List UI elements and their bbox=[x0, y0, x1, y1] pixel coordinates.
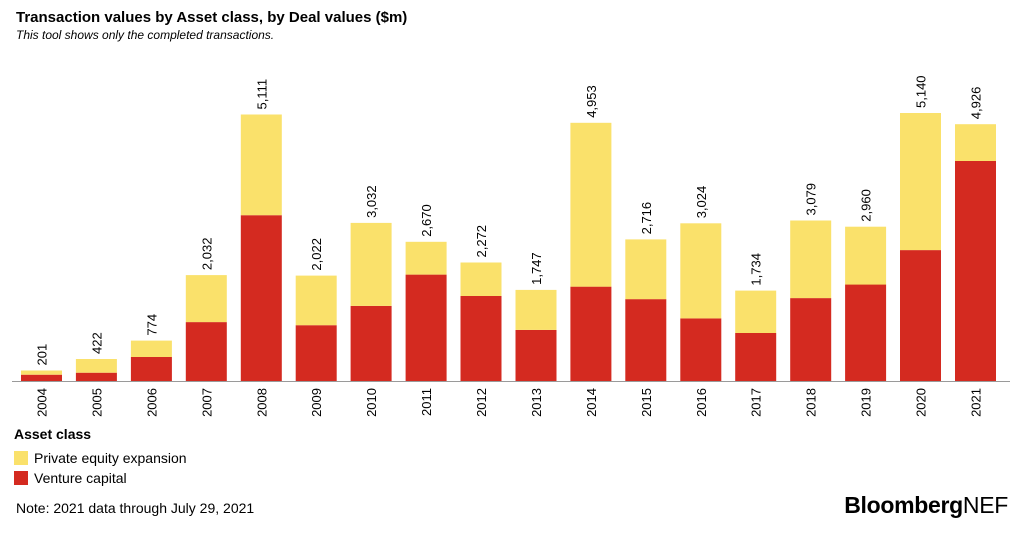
bar-private-equity-2009 bbox=[295, 275, 337, 326]
x-tick-label-2018: 2018 bbox=[804, 388, 819, 417]
bar-venture-capital-2010 bbox=[350, 305, 392, 381]
bar-venture-capital-2018 bbox=[790, 298, 832, 381]
bar-private-equity-2006 bbox=[130, 340, 172, 357]
total-label-2014: 4,953 bbox=[584, 85, 599, 118]
total-label-2020: 5,140 bbox=[914, 75, 929, 108]
bar-private-equity-2012 bbox=[460, 262, 502, 296]
bar-private-equity-2019 bbox=[845, 226, 887, 285]
bar-private-equity-2020 bbox=[900, 113, 941, 251]
total-label-2015: 2,716 bbox=[639, 202, 654, 235]
total-label-2009: 2,022 bbox=[309, 238, 324, 271]
total-label-2004: 201 bbox=[35, 344, 50, 366]
total-label-2008: 5,111 bbox=[254, 79, 269, 110]
bar-venture-capital-2014 bbox=[570, 286, 612, 381]
x-tick-label-2010: 2010 bbox=[364, 388, 379, 417]
total-label-2013: 1,747 bbox=[529, 252, 544, 285]
total-label-2005: 422 bbox=[89, 332, 104, 354]
x-tick-label-2006: 2006 bbox=[144, 388, 159, 417]
total-label-2011: 2,670 bbox=[419, 204, 434, 237]
bar-private-equity-2014 bbox=[570, 122, 612, 287]
bar-venture-capital-2011 bbox=[405, 274, 447, 381]
bar-private-equity-2018 bbox=[790, 220, 832, 299]
legend-swatch-private-equity bbox=[14, 451, 28, 465]
x-tick-label-2020: 2020 bbox=[914, 388, 929, 417]
x-tick-label-2019: 2019 bbox=[859, 388, 874, 417]
x-tick-label-2008: 2008 bbox=[254, 388, 269, 417]
bar-venture-capital-2019 bbox=[845, 284, 887, 381]
bar-venture-capital-2007 bbox=[185, 322, 227, 381]
stacked-bar-chart: 201 2004 422 2005 774 2006 2,032 2007 5,111 2008 2… bbox=[12, 75, 1010, 417]
bar-private-equity-2015 bbox=[625, 239, 667, 300]
total-label-2018: 3,079 bbox=[804, 183, 819, 216]
bar-private-equity-2007 bbox=[185, 275, 227, 323]
x-tick-label-2011: 2011 bbox=[419, 388, 434, 416]
bar-venture-capital-2005 bbox=[75, 372, 117, 381]
legend-swatch-venture-capital bbox=[14, 471, 28, 485]
total-label-2007: 2,032 bbox=[199, 238, 214, 271]
bar-private-equity-2010 bbox=[350, 222, 392, 306]
bar-private-equity-2017 bbox=[735, 290, 777, 333]
bar-venture-capital-2004 bbox=[21, 374, 62, 381]
bar-private-equity-2011 bbox=[405, 241, 447, 275]
x-tick-label-2004: 2004 bbox=[35, 388, 50, 417]
bar-private-equity-2005 bbox=[75, 359, 117, 373]
legend-title: Asset class bbox=[14, 426, 92, 442]
bar-private-equity-2004 bbox=[21, 370, 62, 375]
total-label-2017: 1,734 bbox=[749, 253, 764, 286]
bar-private-equity-2021 bbox=[955, 124, 996, 161]
legend-label-private-equity: Private equity expansion bbox=[34, 450, 187, 466]
bar-private-equity-2016 bbox=[680, 223, 722, 319]
bar-private-equity-2013 bbox=[515, 289, 557, 330]
bar-venture-capital-2008 bbox=[240, 215, 282, 381]
footnote: Note: 2021 data through July 29, 2021 bbox=[16, 500, 255, 516]
x-tick-label-2012: 2012 bbox=[474, 388, 489, 417]
bar-venture-capital-2013 bbox=[515, 329, 557, 381]
x-tick-label-2013: 2013 bbox=[529, 388, 544, 417]
bar-venture-capital-2021 bbox=[955, 161, 996, 381]
bar-venture-capital-2015 bbox=[625, 299, 667, 381]
bar-venture-capital-2012 bbox=[460, 296, 502, 381]
bar-venture-capital-2009 bbox=[295, 325, 337, 381]
chart-title: Transaction values by Asset class, by De… bbox=[16, 9, 408, 26]
bar-venture-capital-2017 bbox=[735, 333, 777, 381]
x-tick-label-2017: 2017 bbox=[749, 388, 764, 417]
total-label-2006: 774 bbox=[144, 314, 159, 336]
brand-logo: BloombergNEF bbox=[844, 492, 1008, 518]
legend-label-venture-capital: Venture capital bbox=[34, 470, 127, 486]
x-tick-label-2007: 2007 bbox=[199, 388, 214, 417]
x-tick-label-2021: 2021 bbox=[969, 388, 984, 417]
x-tick-label-2009: 2009 bbox=[309, 388, 324, 417]
x-tick-label-2014: 2014 bbox=[584, 388, 599, 417]
total-label-2010: 3,032 bbox=[364, 185, 379, 218]
total-label-2016: 3,024 bbox=[694, 186, 709, 219]
bar-venture-capital-2016 bbox=[680, 318, 722, 381]
x-tick-label-2005: 2005 bbox=[89, 388, 104, 417]
legend-item-private-equity: Private equity expansion bbox=[14, 449, 187, 467]
x-tick-label-2015: 2015 bbox=[639, 388, 654, 417]
x-tick-label-2016: 2016 bbox=[694, 388, 709, 417]
total-label-2012: 2,272 bbox=[474, 225, 489, 258]
bar-venture-capital-2020 bbox=[900, 250, 941, 381]
legend-item-venture-capital: Venture capital bbox=[14, 469, 127, 487]
total-label-2021: 4,926 bbox=[969, 87, 984, 120]
chart-subtitle: This tool shows only the completed trans… bbox=[16, 28, 275, 42]
total-label-2019: 2,960 bbox=[859, 189, 874, 222]
bar-venture-capital-2006 bbox=[130, 357, 172, 381]
bar-private-equity-2008 bbox=[240, 114, 282, 216]
